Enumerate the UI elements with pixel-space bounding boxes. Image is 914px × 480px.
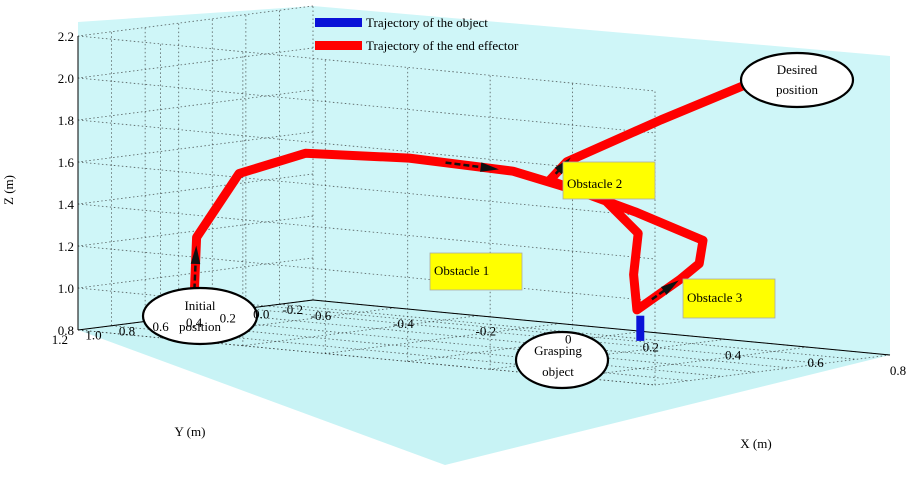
grid-line-x: [407, 331, 643, 362]
direction-arrow-shaft: [193, 257, 198, 290]
initial-position-line1: Initial: [184, 298, 215, 313]
legend-label-object: Trajectory of the object: [366, 15, 488, 30]
obstacle-2-box: [562, 161, 656, 200]
grid-line-z: [77, 89, 314, 121]
z-tick-label: 2.2: [58, 29, 74, 44]
z-tick-label: 1.6: [58, 155, 75, 170]
grid-line-y: [178, 316, 756, 373]
grid-line-z: [77, 5, 314, 37]
y-tick-label: 0.6: [152, 319, 169, 334]
grid-line-z: [77, 203, 656, 260]
x-axis-line: [312, 299, 891, 356]
obstacle-2-text: Obstacle 2: [567, 176, 622, 191]
z-tick-label: 1.4: [58, 197, 75, 212]
series-layer: [188, 81, 746, 341]
initial-position-ellipse: [141, 286, 259, 346]
grasping-object-callout: Grasping object: [514, 330, 610, 390]
x-tick-label: 0: [565, 332, 572, 347]
obstacle-1-label: Obstacle 1: [429, 252, 523, 291]
grid-line-z: [77, 257, 314, 289]
obstacle-3-text: Obstacle 3: [687, 290, 742, 305]
x-tick-label: 0.4: [725, 347, 742, 362]
grid-line-y: [245, 308, 823, 364]
y-tick-label: 1.0: [85, 328, 101, 343]
initial-position-callout: Initial position: [141, 286, 259, 346]
grid-line-x: [242, 315, 478, 347]
z-tick-label: 2.0: [58, 71, 74, 86]
direction-arrow-head: [660, 280, 679, 295]
desired-position-callout: Desired position: [739, 51, 855, 109]
obstacle-3-box: [682, 278, 776, 319]
grasping-object-line1: Grasping: [534, 343, 582, 358]
z-axis-label: Z (m): [1, 175, 16, 205]
grid-line-x: [572, 346, 808, 378]
desired-position-line2: position: [776, 82, 818, 97]
x-tick-label: 0.6: [807, 355, 824, 370]
z-tick-label: 0.8: [58, 323, 74, 338]
direction-arrow-head: [190, 245, 201, 265]
grid-line-x: [325, 323, 561, 354]
y-tick-label: 1.2: [52, 332, 68, 347]
x-tick-label: -0.2: [476, 324, 497, 339]
y-axis-label: Y (m): [175, 424, 206, 439]
direction-arrow-shaft: [445, 161, 488, 170]
grid-line-z: [77, 215, 314, 247]
grid-line-z: [77, 161, 656, 218]
x-axis-label: X (m): [740, 436, 771, 451]
grasping-object-ellipse: [514, 330, 610, 390]
x-tick-label: 0.8: [890, 363, 906, 378]
legend-label-effector: Trajectory of the end effector: [366, 38, 519, 53]
grid-line-z: [77, 35, 656, 92]
y-tick-label: 0.8: [119, 323, 135, 338]
grid-line-z: [77, 131, 314, 163]
direction-arrow-head: [480, 162, 499, 172]
direction-arrow-shaft: [651, 286, 670, 301]
legend-swatch-object: [315, 18, 362, 27]
z-tick-label: 1.8: [58, 113, 74, 128]
legend: Trajectory of the object Trajectory of t…: [315, 15, 519, 53]
z-tick-label: 1.2: [58, 239, 74, 254]
legend-swatch-effector: [315, 41, 362, 50]
y-tick-label: 0.4: [186, 315, 203, 330]
obstacle-1-text: Obstacle 1: [434, 263, 489, 278]
z-tick-label: 1.0: [58, 281, 74, 296]
obstacle-1-box: [429, 252, 523, 291]
x-tick-label: -0.4: [393, 316, 414, 331]
grid-line-x: [654, 354, 891, 386]
x-tick-label: -0.6: [311, 308, 332, 323]
y-tick-label: 0.2: [220, 311, 236, 326]
grasping-object-line2: object: [542, 364, 574, 379]
grid-line-y: [212, 312, 790, 369]
obstacle-2-label: Obstacle 2: [562, 161, 656, 200]
tick-labels: -0.6 -0.4 -0.2 0 0.2 0.4 0.6 0.8 -0.2 0.0 0.2 0.4 0.…: [52, 29, 906, 378]
desired-position-line1: Desired: [777, 62, 818, 77]
y-tick-label: -0.2: [282, 302, 303, 317]
grid-line-z: [77, 119, 656, 176]
grid-line-z: [77, 173, 314, 205]
end-effector-trajectory-line: [188, 81, 746, 318]
grid-line-z: [77, 245, 656, 302]
initial-position-line2: position: [179, 319, 221, 334]
floor-pane: [78, 300, 890, 465]
x-tick-label: 0.2: [643, 339, 659, 354]
obstacle-3-label: Obstacle 3: [682, 278, 776, 319]
desired-position-ellipse: [739, 51, 855, 109]
y-tick-label: 0.0: [253, 306, 269, 321]
back-wall-pane: [78, 6, 313, 330]
grid-line-y: [279, 303, 857, 360]
grid-line-z: [77, 77, 656, 134]
grid-line-z: [77, 47, 314, 79]
